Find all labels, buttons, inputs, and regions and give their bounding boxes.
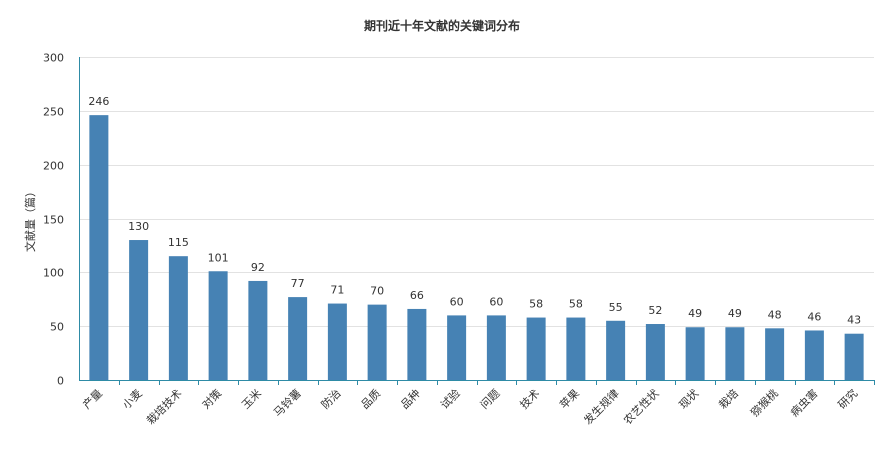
bar[interactable] (765, 328, 785, 380)
bar[interactable] (208, 271, 228, 380)
bar[interactable] (367, 304, 387, 380)
data-label: 55 (609, 301, 623, 314)
y-tick-label: 50 (50, 321, 64, 334)
x-tick-label: 现状 (676, 386, 701, 411)
x-tick-label: 栽培 (716, 386, 741, 411)
bar[interactable] (407, 308, 427, 380)
y-tick-label: 150 (43, 214, 64, 227)
x-tick-label: 产量 (80, 386, 105, 411)
bar[interactable] (486, 315, 506, 380)
bar[interactable] (248, 280, 268, 380)
data-label: 49 (728, 307, 742, 320)
data-label: 43 (847, 314, 861, 327)
y-axis-ticks: 0 50 100 150 200 250 300 (43, 52, 64, 388)
bar[interactable] (804, 330, 824, 380)
data-label: 60 (450, 295, 464, 308)
x-tick-label: 栽培技术 (143, 386, 184, 427)
data-label: 52 (648, 304, 662, 317)
x-tick-label: 防治 (318, 386, 343, 411)
chart-title: 期刊近十年文献的关键词分布 (364, 18, 520, 33)
x-tick-label: 品种 (398, 386, 423, 411)
data-label: 58 (569, 298, 583, 311)
data-label: 101 (208, 251, 229, 264)
bar[interactable] (168, 256, 188, 380)
x-tick-label: 研究 (835, 386, 860, 411)
data-label: 60 (489, 295, 503, 308)
bar[interactable] (606, 320, 626, 380)
x-tick-label: 问题 (478, 387, 503, 412)
y-tick-label: 0 (57, 375, 64, 388)
data-label: 71 (330, 284, 344, 297)
x-tick-label: 品质 (358, 387, 383, 412)
x-axis-ticks: 产量 小麦 栽培技术 对策 玉米 马铃薯 防治 品质 品种 试验 问题 技术 苹果 发生规律 农艺性状 现状栽… (80, 380, 875, 427)
data-labels: 246 130 115 101 92 77 71 70 66 60 60 58 58 55 52 49 49 48… (88, 95, 861, 327)
bar[interactable] (566, 317, 586, 380)
x-tick-label: 试验 (437, 386, 462, 411)
x-tick-label: 病虫害 (787, 386, 820, 419)
bar[interactable] (447, 315, 467, 380)
data-label: 49 (688, 307, 702, 320)
data-label: 58 (529, 298, 543, 311)
x-tick-label: 马铃薯 (271, 386, 304, 419)
x-tick-label: 猕猴桃 (748, 386, 781, 419)
bar[interactable] (327, 303, 347, 380)
x-tick-label: 发生规律 (581, 386, 622, 427)
bar[interactable] (129, 240, 149, 380)
y-tick-label: 200 (43, 160, 64, 173)
data-label: 66 (410, 289, 424, 302)
data-label: 115 (168, 236, 189, 249)
data-label: 46 (807, 310, 821, 323)
x-tick-label: 技术 (517, 387, 542, 412)
bar[interactable] (725, 327, 745, 380)
data-label: 92 (251, 261, 265, 274)
data-label: 48 (768, 308, 782, 321)
x-tick-label: 苹果 (557, 386, 582, 411)
bar[interactable] (844, 333, 864, 380)
gridlines (79, 57, 874, 327)
x-tick-label: 对策 (199, 386, 224, 411)
y-tick-label: 300 (43, 52, 64, 65)
data-label: 77 (291, 277, 305, 290)
x-tick-label: 玉米 (239, 387, 264, 412)
data-label: 130 (128, 220, 149, 233)
bar[interactable] (89, 115, 109, 380)
y-tick-label: 250 (43, 106, 64, 119)
y-axis-label: 文献量（篇） (23, 186, 37, 252)
x-tick-label: 小麦 (120, 387, 145, 412)
y-tick-label: 100 (43, 267, 64, 280)
bar[interactable] (526, 317, 546, 380)
bar[interactable] (288, 297, 308, 380)
bar[interactable] (685, 327, 705, 380)
data-label: 246 (88, 95, 109, 108)
x-tick-label: 农艺性状 (620, 386, 661, 427)
bars (89, 115, 864, 380)
bar[interactable] (645, 324, 665, 380)
data-label: 70 (370, 285, 384, 298)
